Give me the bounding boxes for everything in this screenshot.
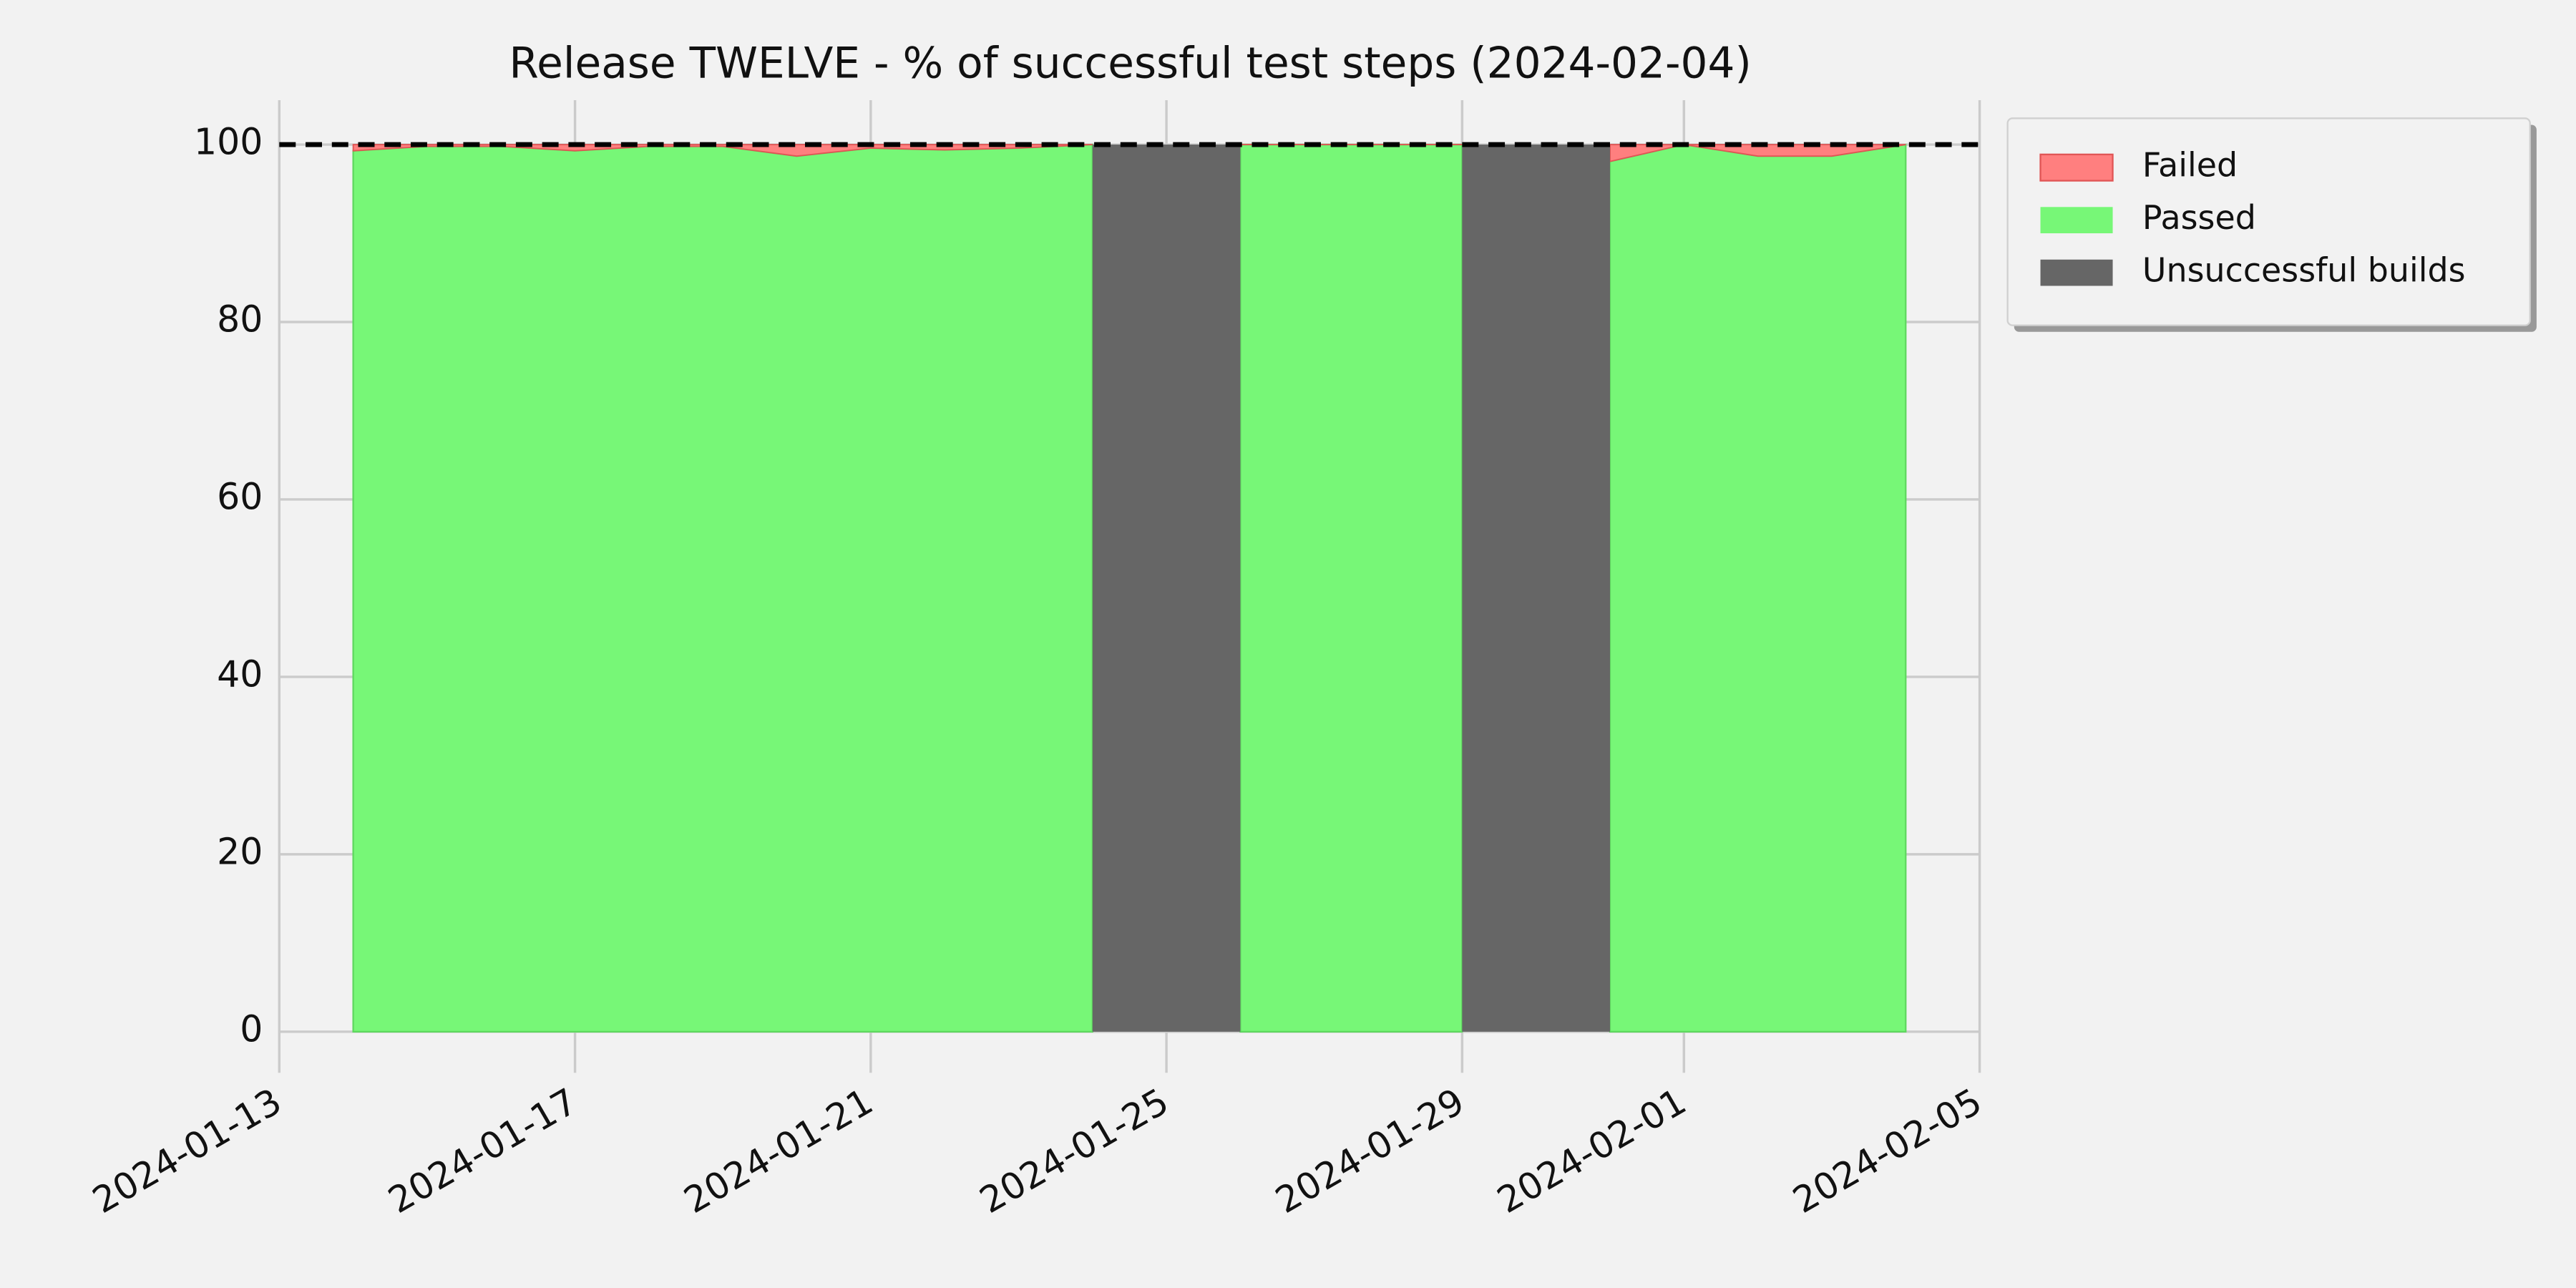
area (1609, 143, 1907, 1033)
legend-swatch (2039, 153, 2114, 182)
y-tick-label: 40 (217, 653, 263, 695)
legend-swatch (2040, 207, 2113, 234)
legend-box (2006, 117, 2531, 326)
area (1239, 143, 1463, 1033)
legend-label: Unsuccessful builds (2142, 251, 2466, 290)
area (1609, 144, 1906, 162)
y-tick-label: 80 (217, 298, 263, 341)
bar (1462, 145, 1610, 1032)
legend-label: Failed (2142, 146, 2238, 185)
legend-swatch (2040, 259, 2113, 286)
y-tick-label: 0 (240, 1008, 263, 1050)
y-tick-label: 60 (217, 475, 263, 517)
legend: Failed Passed Unsuccessful builds (2006, 117, 2537, 332)
area (352, 143, 1093, 1033)
marks (279, 142, 1980, 1033)
y-tick-label: 20 (217, 830, 263, 872)
legend-label: Passed (2142, 198, 2256, 237)
bar (1092, 145, 1241, 1032)
chart-title: Release TWELVE - % of successful test st… (509, 39, 1751, 88)
y-tick-label: 100 (194, 121, 263, 163)
